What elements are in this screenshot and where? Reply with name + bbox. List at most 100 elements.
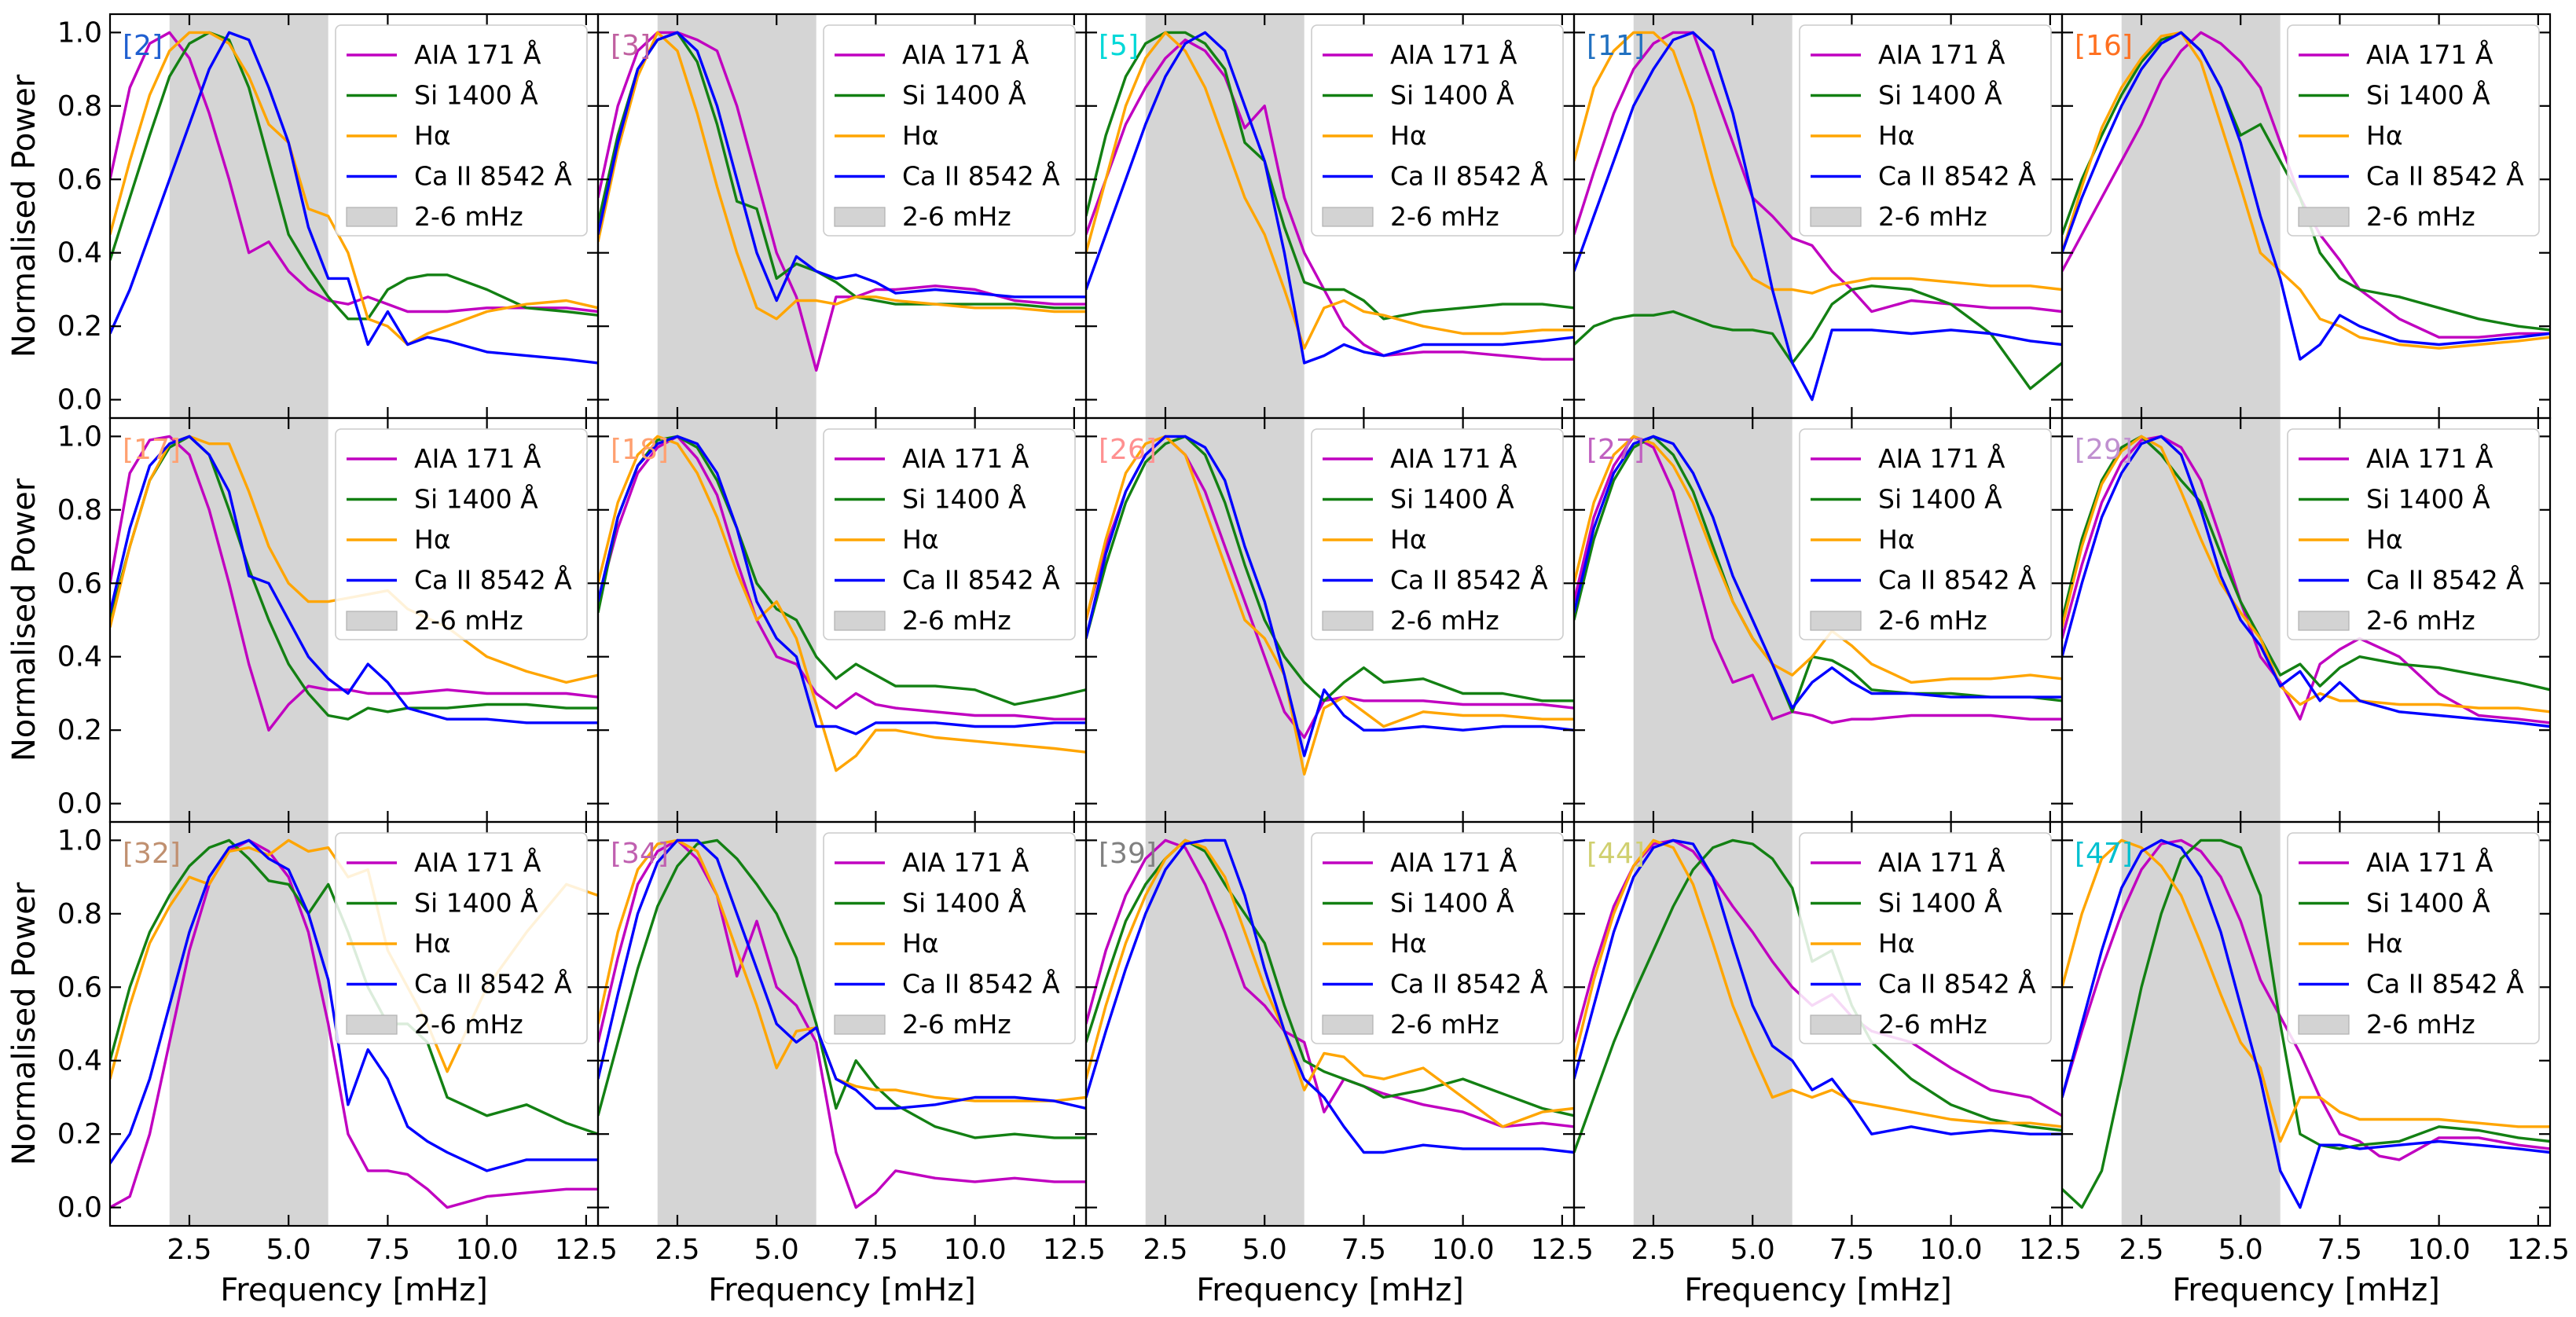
legend-box: [1311, 24, 1564, 237]
legend-label-3: Hα: [1390, 524, 1427, 555]
y-tick-label: 0.4: [57, 641, 102, 673]
x-tick-label: 7.5: [365, 1234, 410, 1266]
legend-label-4: Ca II 8542 Å: [414, 160, 572, 192]
series-line-4: [1086, 435, 1574, 758]
panel-12: 2.5 5.0 7.5 10.0 12.5 [34] AIA 171 Å Si 1400 Å H…: [596, 820, 1106, 1266]
y-tick-label: 0.2: [57, 310, 102, 343]
legend-label-4: Ca II 8542 Å: [1390, 968, 1548, 1000]
legend-label-2: Si 1400 Å: [1878, 79, 2002, 111]
panel-label: [26]: [1099, 434, 1157, 466]
series-line-1: [1086, 39, 1574, 361]
series-line-1: [2062, 838, 2550, 1161]
series-line-2: [1574, 838, 2062, 1154]
panel-label: [11]: [1587, 30, 1645, 62]
legend-patch: [1810, 611, 1862, 631]
legend-box: [1311, 428, 1564, 640]
x-tick-label: 2.5: [167, 1234, 211, 1266]
legend-box: [335, 428, 588, 640]
legend-label-3: Hα: [2366, 120, 2403, 151]
band-2-6-mhz: [169, 14, 328, 418]
legend-label-4: Ca II 8542 Å: [1390, 564, 1548, 596]
series-line-3: [2062, 838, 2550, 1143]
y-tick-label: 0.6: [57, 971, 102, 1003]
panel-1: 0.0 0.2 0.4 0.6 0.8 1.0 [2] AIA 171 Å Si 1400 Å H…: [57, 13, 600, 420]
series-line-2: [1086, 838, 1574, 1117]
x-tick-label: 7.5: [2317, 1234, 2362, 1266]
legend-label-2: Si 1400 Å: [414, 79, 538, 111]
series-line-1: [110, 838, 598, 1209]
x-tick-label: 5.0: [1242, 1234, 1287, 1266]
legend-label-5: 2-6 mHz: [1878, 201, 1987, 232]
legend: AIA 171 Å Si 1400 Å Hα Ca II 8542 Å 2-6 mHz: [335, 428, 588, 640]
series-line-2: [1086, 435, 1574, 703]
series-line-1: [1574, 31, 2062, 314]
panel-label: [27]: [1587, 434, 1645, 466]
legend-label-1: AIA 171 Å: [1878, 39, 2005, 70]
series-line-1: [598, 31, 1086, 372]
series-line-4: [1574, 31, 2062, 402]
series-line-2: [2062, 31, 2550, 332]
y-tick-label: 0.8: [57, 494, 102, 526]
legend-box: [2287, 428, 2540, 640]
y-tick-label: 0.2: [57, 714, 102, 747]
legend-patch: [346, 1014, 398, 1035]
panel-9: [27] AIA 171 Å Si 1400 Å Hα Ca II 8542 Å 2-6 …: [1572, 416, 2064, 824]
x-tick-label: 10.0: [1920, 1234, 1983, 1266]
series-line-3: [598, 435, 1086, 772]
legend-label-5: 2-6 mHz: [2366, 201, 2475, 232]
legend-label-2: Si 1400 Å: [902, 79, 1026, 111]
x-tick-label: 2.5: [1143, 1234, 1187, 1266]
panel-5: [16] AIA 171 Å Si 1400 Å Hα Ca II 8542 Å 2-6 …: [2060, 13, 2552, 420]
legend-label-2: Si 1400 Å: [1390, 483, 1514, 515]
band-2-6-mhz: [1145, 418, 1305, 822]
legend-label-4: Ca II 8542 Å: [1878, 564, 2036, 596]
x-tick-label: 5.0: [266, 1234, 311, 1266]
legend-label-5: 2-6 mHz: [902, 201, 1011, 232]
legend-label-2: Si 1400 Å: [414, 483, 538, 515]
series-line-1: [2062, 31, 2550, 339]
x-tick-label: 5.0: [1730, 1234, 1775, 1266]
y-tick-label: 0.0: [57, 1192, 102, 1224]
legend: AIA 171 Å Si 1400 Å Hα Ca II 8542 Å 2-6 mHz: [1799, 832, 2052, 1044]
legend-box: [823, 428, 1076, 640]
legend-label-3: Hα: [1390, 928, 1427, 959]
series-line-4: [1574, 435, 2062, 710]
legend-label-3: Hα: [1390, 120, 1427, 151]
legend: AIA 171 Å Si 1400 Å Hα Ca II 8542 Å 2-6 mHz: [335, 24, 588, 237]
legend-label-5: 2-6 mHz: [2366, 1009, 2475, 1040]
band-2-6-mhz: [657, 418, 816, 822]
y-tick-label: 0.0: [57, 384, 102, 416]
y-tick-label: 0.2: [57, 1118, 102, 1150]
panel-label: [39]: [1099, 838, 1157, 870]
panel-label: [47]: [2075, 838, 2133, 870]
legend-label-5: 2-6 mHz: [1390, 605, 1499, 636]
panel-label: [18]: [611, 434, 669, 466]
band-2-6-mhz: [169, 822, 328, 1226]
legend-label-3: Hα: [902, 120, 939, 151]
panel-10: [29] AIA 171 Å Si 1400 Å Hα Ca II 8542 Å 2-6 …: [2060, 416, 2552, 824]
legend-box: [335, 24, 588, 237]
panel-label: [29]: [2075, 434, 2133, 466]
legend-label-4: Ca II 8542 Å: [2366, 968, 2524, 1000]
legend-label-3: Hα: [1878, 120, 1915, 151]
legend-label-1: AIA 171 Å: [1878, 846, 2005, 878]
y-tick-label: 1.0: [57, 824, 102, 857]
panel-label: [16]: [2075, 30, 2133, 62]
series-line-4: [2062, 31, 2550, 361]
legend: AIA 171 Å Si 1400 Å Hα Ca II 8542 Å 2-6 mHz: [823, 428, 1076, 640]
legend-label-3: Hα: [2366, 524, 2403, 555]
series-line-3: [2062, 31, 2550, 350]
y-tick-label: 0.4: [57, 237, 102, 270]
legend-label-2: Si 1400 Å: [2366, 483, 2490, 515]
series-line-2: [1574, 284, 2062, 391]
x-tick-label: 5.0: [754, 1234, 799, 1266]
legend-patch: [834, 611, 886, 631]
legend-label-4: Ca II 8542 Å: [414, 564, 572, 596]
y-tick-label: 0.8: [57, 90, 102, 123]
series-line-2: [1086, 31, 1574, 321]
legend-label-2: Si 1400 Å: [1390, 79, 1514, 111]
legend-label-2: Si 1400 Å: [902, 887, 1026, 919]
legend-box: [335, 832, 588, 1044]
legend-box: [1799, 832, 2052, 1044]
x-tick-label: 10.0: [944, 1234, 1007, 1266]
